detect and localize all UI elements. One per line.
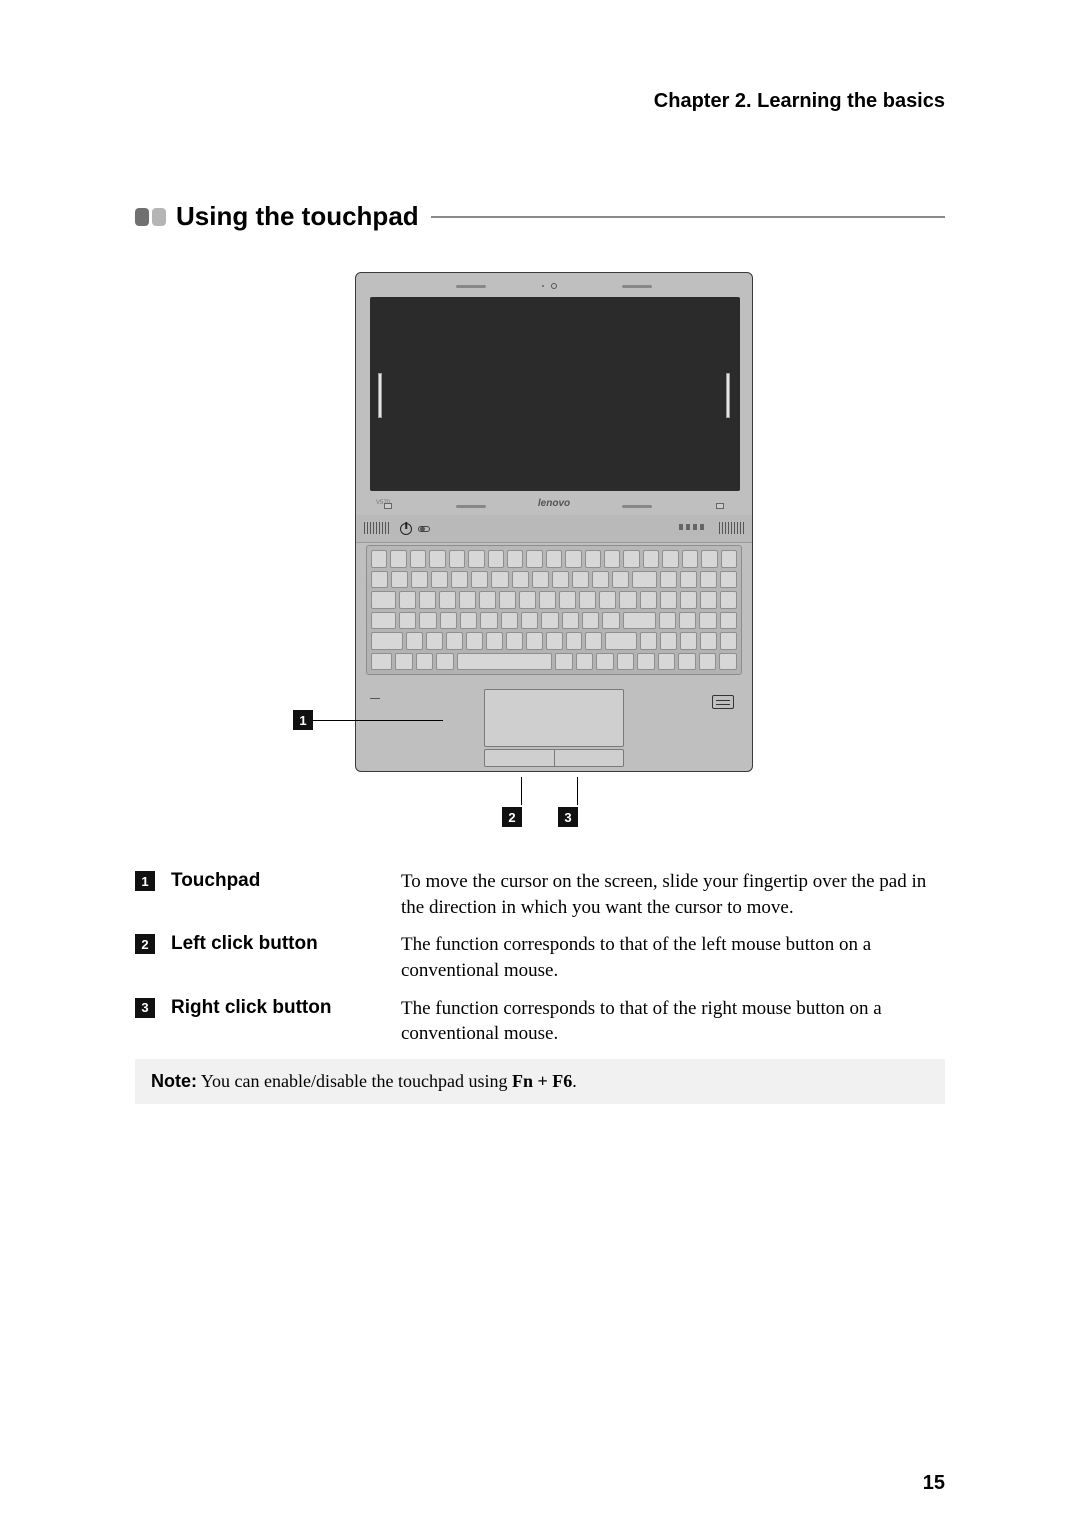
camera-icon xyxy=(551,283,557,289)
definition-description: To move the cursor on the screen, slide … xyxy=(401,869,945,920)
page-number: 15 xyxy=(923,1472,945,1495)
indicator-lights-icon xyxy=(679,524,704,530)
definitions-list: 1 Touchpad To move the cursor on the scr… xyxy=(135,869,945,1047)
definition-description: The function corresponds to that of the … xyxy=(401,996,945,1047)
note-text-after: . xyxy=(572,1071,577,1091)
lid-slit xyxy=(726,373,730,418)
definition-row: 3 Right click button The function corres… xyxy=(135,996,945,1047)
speaker-grille-icon xyxy=(719,522,744,534)
section-bullets xyxy=(135,208,166,226)
bullet-icon xyxy=(152,208,166,226)
section-heading-row: Using the touchpad xyxy=(135,201,945,232)
keyboard xyxy=(366,545,742,675)
audio-label-icon xyxy=(370,693,380,699)
laptop-illustration: V570 lenovo xyxy=(355,272,753,772)
hinge-icon xyxy=(384,503,392,509)
definition-row: 1 Touchpad To move the cursor on the scr… xyxy=(135,869,945,920)
callout-leader-line xyxy=(313,720,443,721)
laptop-lid: V570 lenovo xyxy=(355,272,753,516)
bullet-icon xyxy=(135,208,149,226)
definition-row: 2 Left click button The function corresp… xyxy=(135,932,945,983)
key-combo: Fn + F6 xyxy=(512,1071,572,1091)
callout-leader-line xyxy=(521,777,522,805)
lid-slit xyxy=(378,373,382,418)
touchpad-left-button xyxy=(484,749,554,767)
fingerprint-icon xyxy=(712,695,734,709)
lid-vent xyxy=(622,285,652,288)
callout-leader-line xyxy=(577,777,578,805)
hinge-vent xyxy=(622,505,652,508)
callout-number: 1 xyxy=(293,710,313,730)
note-text: You can enable/disable the touchpad usin… xyxy=(201,1071,512,1091)
definition-term: Right click button xyxy=(171,996,401,1047)
hinge-icon xyxy=(716,503,724,509)
section-rule xyxy=(431,216,945,218)
hinge-vent xyxy=(456,505,486,508)
callout-number: 1 xyxy=(135,871,155,891)
mic-dot-icon xyxy=(542,285,544,287)
chapter-header: Chapter 2. Learning the basics xyxy=(135,90,945,113)
callout-number: 3 xyxy=(135,998,155,1018)
touchpad-right-button xyxy=(554,749,625,767)
touchpad-surface xyxy=(484,689,624,747)
speaker-grille-icon xyxy=(364,522,389,534)
lid-vent xyxy=(456,285,486,288)
touchpad-buttons xyxy=(484,749,624,767)
speaker-bar xyxy=(356,515,752,543)
callout-number: 3 xyxy=(558,807,578,827)
switch-icon xyxy=(418,526,430,532)
brand-label: lenovo xyxy=(538,498,570,509)
callout-number: 2 xyxy=(135,934,155,954)
bottom-callouts: 2 3 xyxy=(502,807,578,827)
callout-1: 1 xyxy=(293,710,443,730)
laptop-screen xyxy=(370,297,740,491)
definition-description: The function corresponds to that of the … xyxy=(401,932,945,983)
power-icon xyxy=(400,523,412,535)
note-box: Note: You can enable/disable the touchpa… xyxy=(135,1059,945,1104)
note-label: Note: xyxy=(151,1071,197,1091)
laptop-figure: V570 lenovo xyxy=(275,272,805,827)
section-title: Using the touchpad xyxy=(176,201,419,232)
definition-term: Touchpad xyxy=(171,869,401,920)
definition-term: Left click button xyxy=(171,932,401,983)
callout-number: 2 xyxy=(502,807,522,827)
laptop-base xyxy=(355,515,753,772)
